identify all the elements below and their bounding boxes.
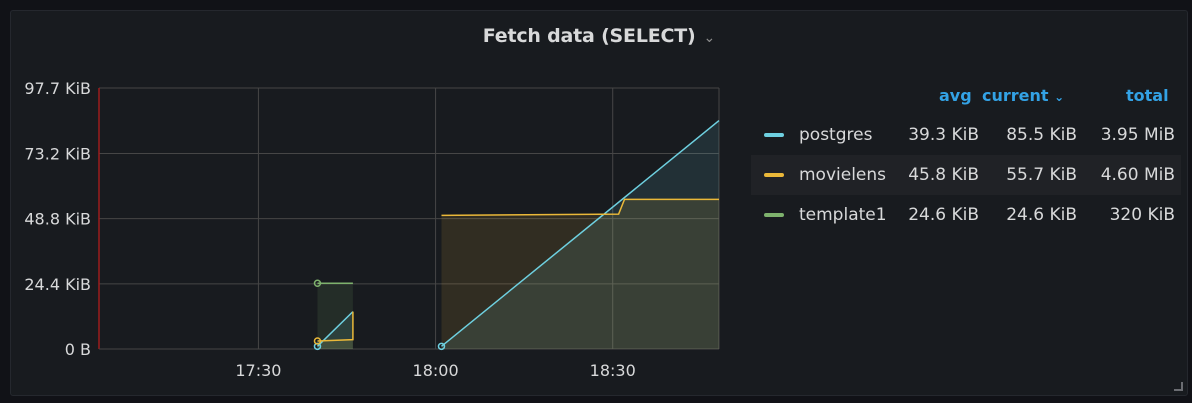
- legend-value-avg: 24.6 KiB: [908, 205, 979, 225]
- legend-value-total: 4.60 MiB: [1100, 165, 1175, 185]
- legend-rows: postgres 39.3 KiB 85.5 KiB 3.95 MiB movielen…: [751, 115, 1181, 235]
- series-line-postgres: [441, 120, 720, 347]
- y-tick-label: 0 B: [65, 340, 91, 359]
- legend-col-current[interactable]: current ⌄: [982, 86, 1064, 105]
- legend-swatch-movielens[interactable]: [764, 173, 784, 177]
- chevron-down-icon: ⌄: [1054, 90, 1065, 104]
- legend-value-avg: 45.8 KiB: [908, 165, 979, 185]
- x-tick-label: 17:30: [235, 361, 281, 380]
- panel-header[interactable]: Fetch data (SELECT) ⌄: [11, 23, 1187, 49]
- legend: avg current ⌄ total postgres 39.3 KiB 85.5…: [751, 81, 1181, 235]
- chevron-down-icon[interactable]: ⌄: [703, 28, 716, 45]
- series-area-movielens: [441, 199, 719, 349]
- chart: 0 B 24.4 KiB 48.8 KiB 73.2 KiB 97.7 KiB 17:3…: [24, 79, 720, 380]
- legend-value-total: 3.95 MiB: [1100, 125, 1175, 145]
- legend-item-movielens[interactable]: movielens 45.8 KiB 55.7 KiB 4.60 MiB: [751, 155, 1181, 195]
- resize-handle-icon[interactable]: [1174, 382, 1183, 391]
- legend-item-postgres[interactable]: postgres 39.3 KiB 85.5 KiB 3.95 MiB: [751, 115, 1181, 155]
- series-line-movielens: [317, 311, 354, 342]
- series-point-movielens: [313, 337, 322, 345]
- legend-header: avg current ⌄ total: [751, 81, 1181, 115]
- x-tick-label: 18:00: [413, 361, 459, 380]
- legend-item-template1[interactable]: template1 24.6 KiB 24.6 KiB 320 KiB: [751, 195, 1181, 235]
- legend-swatch-template1[interactable]: [764, 213, 784, 217]
- y-tick-label: 48.8 KiB: [24, 210, 91, 229]
- x-tick-label: 18:30: [590, 361, 636, 380]
- series-line-movielens: [441, 198, 719, 217]
- series-point-template1: [313, 279, 322, 288]
- y-tick-label: 24.4 KiB: [24, 275, 91, 294]
- legend-label[interactable]: movielens: [799, 165, 887, 185]
- legend-value-total: 320 KiB: [1109, 205, 1175, 225]
- series-area-template1: [317, 283, 353, 349]
- legend-label[interactable]: template1: [799, 205, 887, 225]
- series-point-postgres: [437, 342, 446, 351]
- legend-col-total[interactable]: total: [1126, 86, 1169, 105]
- y-tick-label: 73.2 KiB: [24, 144, 91, 163]
- legend-value-current: 55.7 KiB: [1006, 165, 1077, 185]
- legend-value-current: 85.5 KiB: [1006, 125, 1077, 145]
- legend-value-avg: 39.3 KiB: [908, 125, 979, 145]
- legend-col-avg[interactable]: avg: [939, 86, 972, 105]
- panel: Fetch data (SELECT) ⌄ 0 B 24.4 KiB 48.8 Ki…: [10, 10, 1188, 396]
- panel-title[interactable]: Fetch data (SELECT): [482, 25, 696, 47]
- y-tick-label: 97.7 KiB: [24, 79, 91, 98]
- legend-swatch-postgres[interactable]: [764, 133, 784, 137]
- legend-col-current-label: current: [982, 86, 1049, 105]
- legend-value-current: 24.6 KiB: [1006, 205, 1077, 225]
- legend-label[interactable]: postgres: [799, 125, 873, 145]
